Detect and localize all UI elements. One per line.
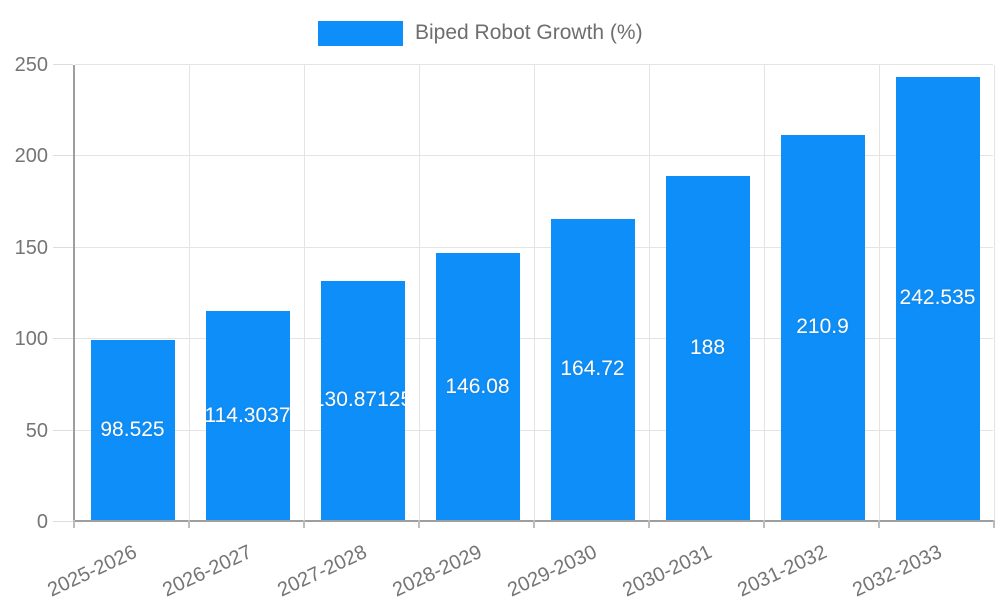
gridline <box>994 65 995 520</box>
gridline <box>534 65 535 520</box>
y-axis-tick <box>53 338 73 340</box>
plot-area: 98.525 114.3037 130.87125 146.08 164.72 … <box>53 64 995 528</box>
gridline <box>764 65 765 520</box>
bar[interactable]: 164.72 <box>550 218 635 520</box>
bar-value-label: 130.87125 <box>321 388 405 412</box>
gridline <box>304 65 305 520</box>
y-axis-tick <box>53 64 73 65</box>
bar-value-label: 146.08 <box>445 374 510 398</box>
gridline <box>189 65 190 520</box>
gridline <box>75 155 993 157</box>
legend-swatch <box>318 20 403 46</box>
x-axis-tick <box>418 520 420 528</box>
x-axis-tick <box>993 520 995 528</box>
gridline <box>75 338 993 340</box>
bar-value-label: 210.9 <box>796 315 849 339</box>
bar[interactable]: 242.535 <box>895 76 980 520</box>
x-axis-tick <box>188 520 190 528</box>
y-axis-label: 0 <box>36 511 48 533</box>
y-axis-label: 250 <box>14 54 48 76</box>
bar[interactable]: 130.87125 <box>320 280 405 520</box>
bar[interactable]: 146.08 <box>435 253 520 520</box>
x-axis-tick <box>533 520 535 528</box>
y-axis-tick <box>53 246 73 248</box>
y-axis-label: 150 <box>14 236 48 259</box>
y-axis-tick <box>53 521 73 522</box>
y-axis-label: 50 <box>25 419 48 442</box>
x-axis-tick <box>878 520 880 528</box>
x-axis-tick <box>73 520 75 528</box>
bar-value-label: 188 <box>689 336 726 360</box>
bar-value-label: 98.525 <box>100 417 165 441</box>
bar[interactable]: 210.9 <box>780 134 865 520</box>
bar[interactable]: 188 <box>665 176 750 520</box>
y-axis-tick <box>53 155 73 157</box>
y-axis-label: 100 <box>14 328 48 351</box>
gridline <box>75 246 993 248</box>
legend[interactable]: Biped Robot Growth (%) <box>318 20 643 46</box>
gridline <box>649 65 650 520</box>
bar[interactable]: 98.525 <box>90 339 175 520</box>
legend-label: Biped Robot Growth (%) <box>415 21 643 44</box>
gridline <box>75 429 993 431</box>
bar-value-label: 242.535 <box>899 286 976 310</box>
gridline <box>75 64 993 65</box>
x-axis-tick <box>648 520 650 528</box>
x-axis-tick <box>303 520 305 528</box>
x-axis-label: 2025-2026 <box>43 541 140 600</box>
bar-value-label: 164.72 <box>560 357 625 381</box>
y-axis-label: 200 <box>14 145 48 168</box>
gridline <box>419 65 420 520</box>
bar-value-label: 114.3037 <box>205 403 290 427</box>
gridline <box>879 65 880 520</box>
x-axis-tick <box>763 520 765 528</box>
bar[interactable]: 114.3037 <box>205 311 290 520</box>
y-axis-tick <box>53 429 73 431</box>
